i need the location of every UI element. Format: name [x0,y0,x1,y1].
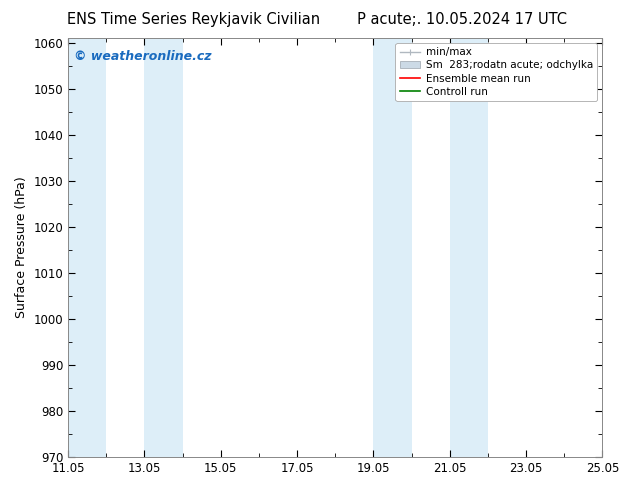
Text: ENS Time Series Reykjavik Civilian        P acute;. 10.05.2024 17 UTC: ENS Time Series Reykjavik Civilian P acu… [67,12,567,27]
Y-axis label: Surface Pressure (hPa): Surface Pressure (hPa) [15,177,28,318]
Bar [373,38,411,457]
Text: © weatheronline.cz: © weatheronline.cz [74,50,211,64]
Legend: min/max, Sm  283;rodatn acute; odchylka, Ensemble mean run, Controll run: min/max, Sm 283;rodatn acute; odchylka, … [396,43,597,101]
Bar [450,38,488,457]
Bar [68,38,107,457]
Bar [602,38,634,457]
Bar [145,38,183,457]
